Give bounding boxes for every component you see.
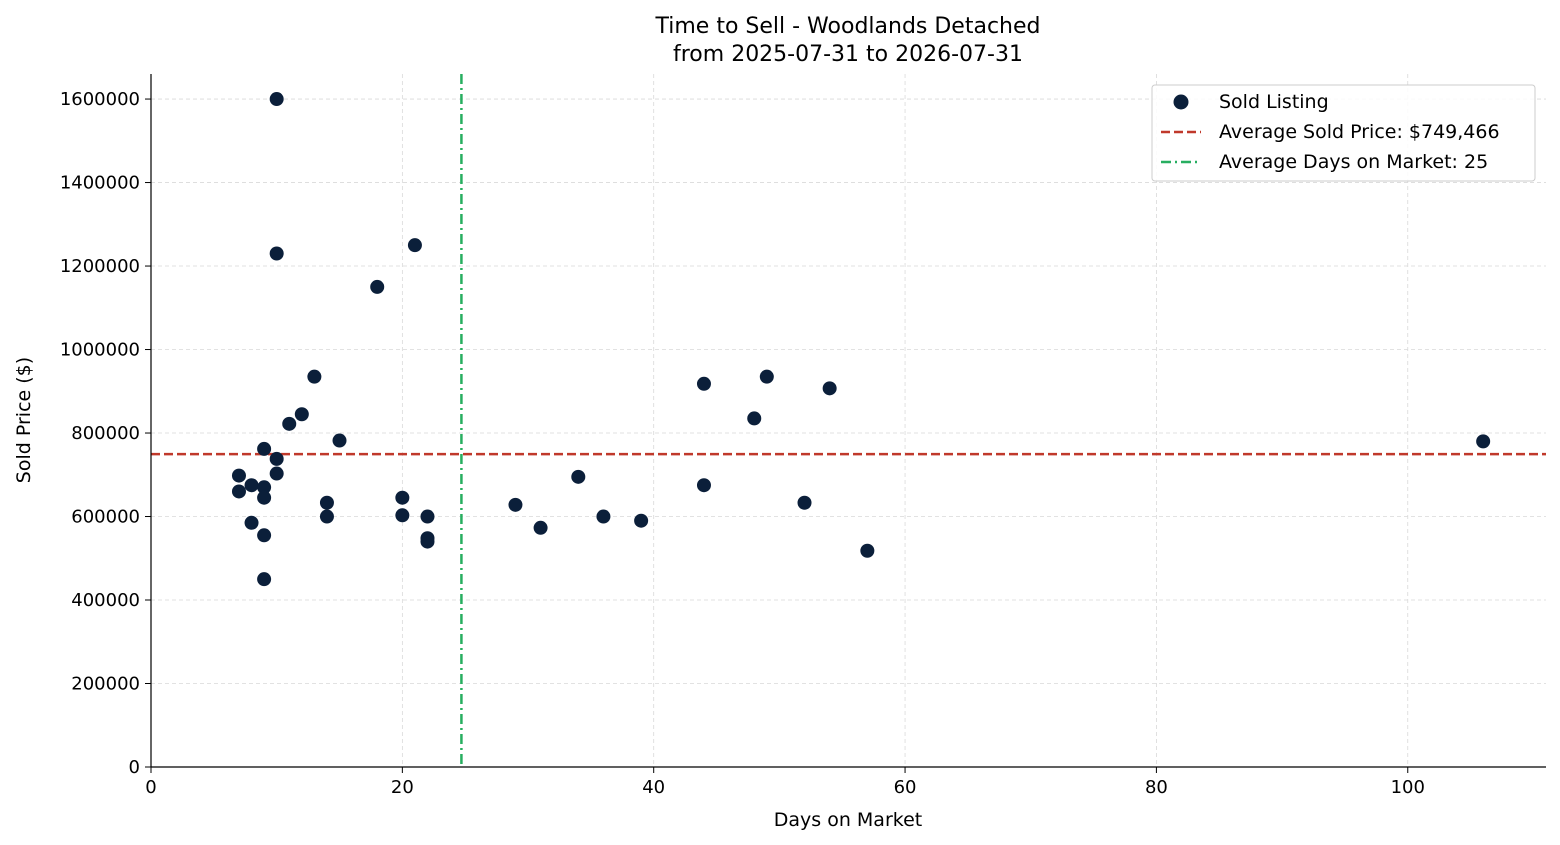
data-point <box>269 466 284 481</box>
data-point <box>395 508 410 523</box>
y-tick-label: 0 <box>129 757 140 778</box>
data-point <box>395 490 410 505</box>
y-ticks: 0 200000 400000 600000 800000 1000000 1200000 1… <box>60 89 151 778</box>
data-point <box>269 451 284 466</box>
x-tick-label: 0 <box>145 777 156 798</box>
y-tick-label: 400000 <box>71 590 140 611</box>
x-tick-label: 100 <box>1391 777 1425 798</box>
x-tick-label: 20 <box>391 777 414 798</box>
data-point <box>282 416 297 431</box>
data-point <box>257 528 272 543</box>
y-tick-label: 600000 <box>71 507 140 528</box>
y-axis-label: Sold Price ($) <box>13 357 35 483</box>
data-point <box>269 92 284 107</box>
data-point <box>696 478 711 493</box>
data-point <box>1476 434 1491 449</box>
data-point <box>420 534 435 549</box>
y-tick-label: 1200000 <box>60 256 140 277</box>
data-point <box>332 433 347 448</box>
legend-marker-sold-listing <box>1173 94 1189 110</box>
legend-label-avg-days: Average Days on Market: 25 <box>1219 151 1488 173</box>
data-point <box>860 543 875 558</box>
data-point <box>319 509 334 524</box>
axes <box>150 74 1546 768</box>
y-tick-label: 1000000 <box>60 340 140 361</box>
data-point <box>571 469 586 484</box>
legend-label-sold-listing: Sold Listing <box>1219 91 1329 113</box>
data-point <box>508 497 523 512</box>
y-tick-label: 1600000 <box>60 89 140 110</box>
data-point <box>747 411 762 426</box>
reference-lines <box>151 74 1546 767</box>
x-ticks: 0 20 40 60 80 100 <box>145 767 1425 798</box>
data-points <box>231 92 1491 587</box>
chart-title-line1: Time to Sell - Woodlands Detached <box>655 14 1041 39</box>
data-point <box>257 480 272 495</box>
data-point <box>307 369 322 384</box>
data-point <box>244 515 259 530</box>
data-point <box>596 509 611 524</box>
x-tick-label: 40 <box>642 777 665 798</box>
data-point <box>257 490 272 505</box>
data-point <box>407 238 422 253</box>
data-point <box>822 381 837 396</box>
data-point <box>294 407 309 422</box>
y-tick-label: 800000 <box>71 423 140 444</box>
legend: Sold Listing Average Sold Price: $749,46… <box>1151 84 1536 182</box>
data-point <box>319 495 334 510</box>
data-point <box>231 484 246 499</box>
data-point <box>257 572 272 587</box>
x-tick-label: 80 <box>1145 777 1168 798</box>
x-tick-label: 60 <box>894 777 917 798</box>
data-point <box>696 376 711 391</box>
data-point <box>634 513 649 528</box>
data-point <box>269 246 284 261</box>
data-point <box>370 279 385 294</box>
legend-label-avg-price: Average Sold Price: $749,466 <box>1219 121 1500 143</box>
data-point <box>759 369 774 384</box>
chart-title-line2: from 2025-07-31 to 2026-07-31 <box>673 42 1023 67</box>
x-axis-label: Days on Market <box>774 809 922 831</box>
legend-box <box>1151 84 1536 182</box>
data-point <box>244 478 259 493</box>
data-point <box>420 509 435 524</box>
data-point <box>257 441 272 456</box>
y-tick-label: 200000 <box>71 674 140 695</box>
data-point <box>231 468 246 483</box>
data-point <box>797 495 812 510</box>
data-point <box>533 520 548 535</box>
y-tick-label: 1400000 <box>60 173 140 194</box>
